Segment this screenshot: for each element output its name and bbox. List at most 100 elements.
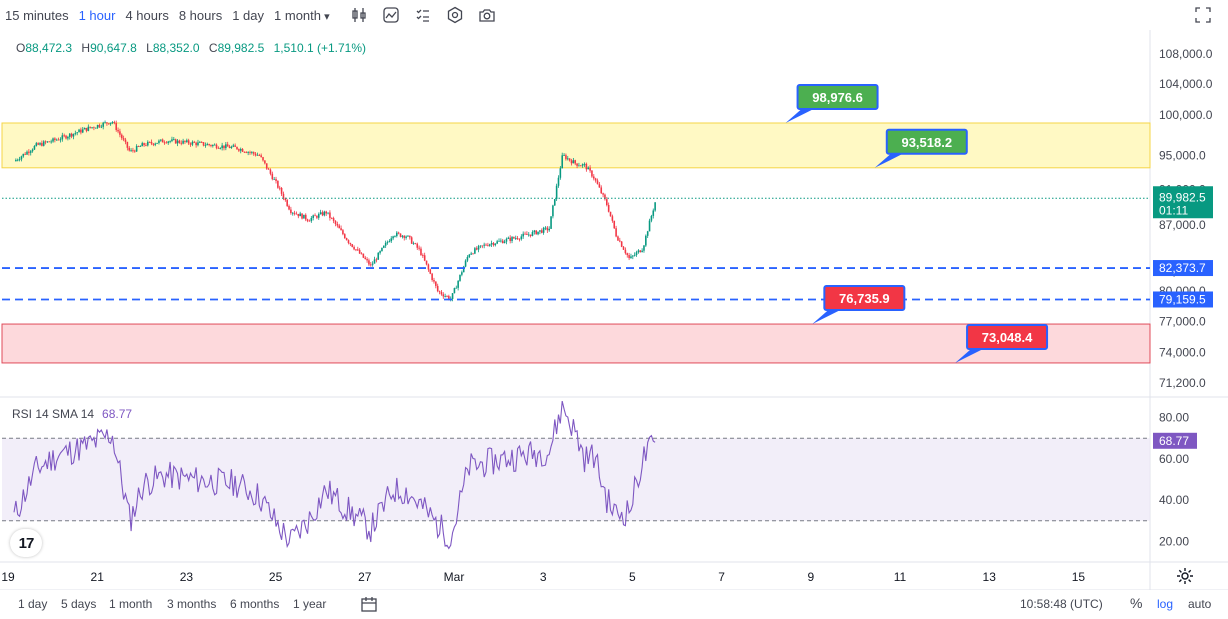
- candle-body: [619, 240, 621, 242]
- candle-body: [383, 245, 385, 248]
- callout-0[interactable]: 98,976.6: [785, 83, 879, 123]
- callout-pointer: [785, 108, 814, 123]
- candle-body: [524, 233, 526, 235]
- candle-body: [615, 228, 617, 237]
- candle-body: [520, 236, 523, 240]
- top-toolbar: 15 minutes 1 hour 4 hours 8 hours 1 day 1 mon…: [0, 0, 1228, 30]
- candle-body: [474, 248, 476, 254]
- callout-2[interactable]: 76,735.9: [812, 285, 906, 325]
- candle-body: [403, 235, 406, 238]
- candle-body: [340, 228, 342, 231]
- candle-body: [16, 159, 19, 161]
- candle-body: [353, 246, 355, 250]
- callout-3[interactable]: 73,048.4: [955, 323, 1049, 363]
- candle-body: [397, 232, 400, 234]
- fullscreen-icon[interactable]: [1194, 6, 1212, 24]
- price-tick-label: 108,000.0: [1159, 47, 1213, 61]
- callout-label: 98,976.6: [812, 90, 863, 105]
- timeframe-15-minutes[interactable]: 15 minutes: [5, 7, 69, 23]
- timeframe-8-hours[interactable]: 8 hours: [178, 7, 223, 23]
- candle-body: [189, 143, 192, 145]
- tradingview-logo[interactable]: 17: [10, 529, 42, 557]
- candle-body: [630, 256, 632, 259]
- candle-body: [94, 127, 97, 129]
- settings-icon[interactable]: [446, 6, 464, 24]
- candle-body: [384, 242, 387, 246]
- candle-body: [186, 140, 188, 142]
- candle-body: [111, 122, 114, 123]
- candle-body: [280, 188, 283, 194]
- indicator-icon[interactable]: [382, 6, 400, 24]
- levels-layer: [2, 197, 1150, 301]
- candle-body: [358, 249, 361, 254]
- candle-body: [568, 158, 571, 161]
- timeframe-1-month[interactable]: 1 month ▾: [274, 7, 330, 23]
- gear-icon[interactable]: [1176, 567, 1194, 585]
- list-icon[interactable]: [414, 6, 432, 24]
- level-tag[interactable]: [1153, 260, 1213, 277]
- candle-body: [80, 129, 82, 133]
- candle-body: [635, 252, 638, 255]
- timeframe-1-day[interactable]: 1 day: [232, 7, 265, 23]
- candle-body: [546, 227, 549, 231]
- timeframe-4-hours[interactable]: 4 hours: [125, 7, 169, 23]
- range-1-month[interactable]: 1 month: [109, 597, 153, 611]
- candles-icon[interactable]: [350, 6, 368, 24]
- candle-body: [572, 160, 575, 164]
- candle-body: [537, 231, 539, 235]
- callout-1[interactable]: 93,518.2: [874, 128, 968, 168]
- candle-body: [212, 144, 214, 146]
- rsi-line[interactable]: [13, 400, 656, 550]
- range-1-day[interactable]: 1 day: [18, 597, 48, 611]
- support-zone[interactable]: [1, 323, 1151, 364]
- calendar-range-icon[interactable]: [360, 595, 378, 613]
- clock-time[interactable]: 10:58:48 (UTC): [1020, 597, 1103, 611]
- candle-body: [503, 241, 506, 244]
- candle-body: [160, 139, 162, 141]
- candle-body: [396, 232, 398, 237]
- rsi-value-tag[interactable]: [1153, 432, 1197, 449]
- candle-body: [542, 227, 545, 233]
- candle-body: [152, 143, 155, 145]
- time-tick-label: 23: [180, 570, 194, 584]
- level-tag[interactable]: [1153, 291, 1213, 308]
- price-tick-label: 87,000.0: [1159, 218, 1206, 232]
- candle-body: [89, 126, 91, 128]
- log-toggle[interactable]: log: [1157, 597, 1174, 611]
- candle-body: [165, 142, 168, 144]
- candle-body: [81, 129, 84, 133]
- candle-body: [356, 249, 359, 251]
- range-1-year[interactable]: 1 year: [293, 597, 327, 611]
- range-5-days[interactable]: 5 days: [61, 597, 97, 611]
- current-price-tag[interactable]: [1153, 186, 1213, 219]
- candle-body: [425, 260, 428, 265]
- candle-body: [135, 146, 138, 152]
- candle-body: [440, 291, 443, 295]
- candle-body: [392, 236, 394, 239]
- rsi-band-fill: [2, 438, 1150, 521]
- candle-body: [278, 187, 281, 189]
- range-3-months[interactable]: 3 months: [167, 597, 217, 611]
- candle-body: [147, 141, 149, 146]
- bottom-bar: 1 day 5 days 1 month 3 months 6 months 1…: [0, 592, 1228, 616]
- auto-toggle[interactable]: auto: [1188, 597, 1212, 611]
- rsi-legend[interactable]: RSI 14 SMA 14 68.77: [12, 407, 132, 421]
- candle-body: [247, 152, 249, 153]
- camera-icon[interactable]: [478, 6, 496, 24]
- candle-body: [526, 233, 528, 235]
- candle-body: [589, 167, 591, 171]
- candle-body: [596, 180, 599, 185]
- candle-body: [120, 134, 123, 139]
- candle-body: [195, 142, 197, 146]
- range-6-months[interactable]: 6 months: [230, 597, 280, 611]
- callout-label: 73,048.4: [982, 330, 1033, 345]
- callout-box: [885, 128, 968, 155]
- candle-body: [182, 140, 184, 144]
- candle-body: [516, 238, 519, 239]
- candle-body: [553, 199, 556, 206]
- chart-area[interactable]: 98,976.6 93,518.2 76,735.9 73,048.4 108,000…: [0, 30, 1228, 590]
- candle-body: [306, 219, 309, 221]
- timeframe-1-hour[interactable]: 1 hour: [78, 7, 116, 23]
- candle-body: [122, 138, 125, 140]
- percent-toggle[interactable]: %: [1130, 595, 1143, 611]
